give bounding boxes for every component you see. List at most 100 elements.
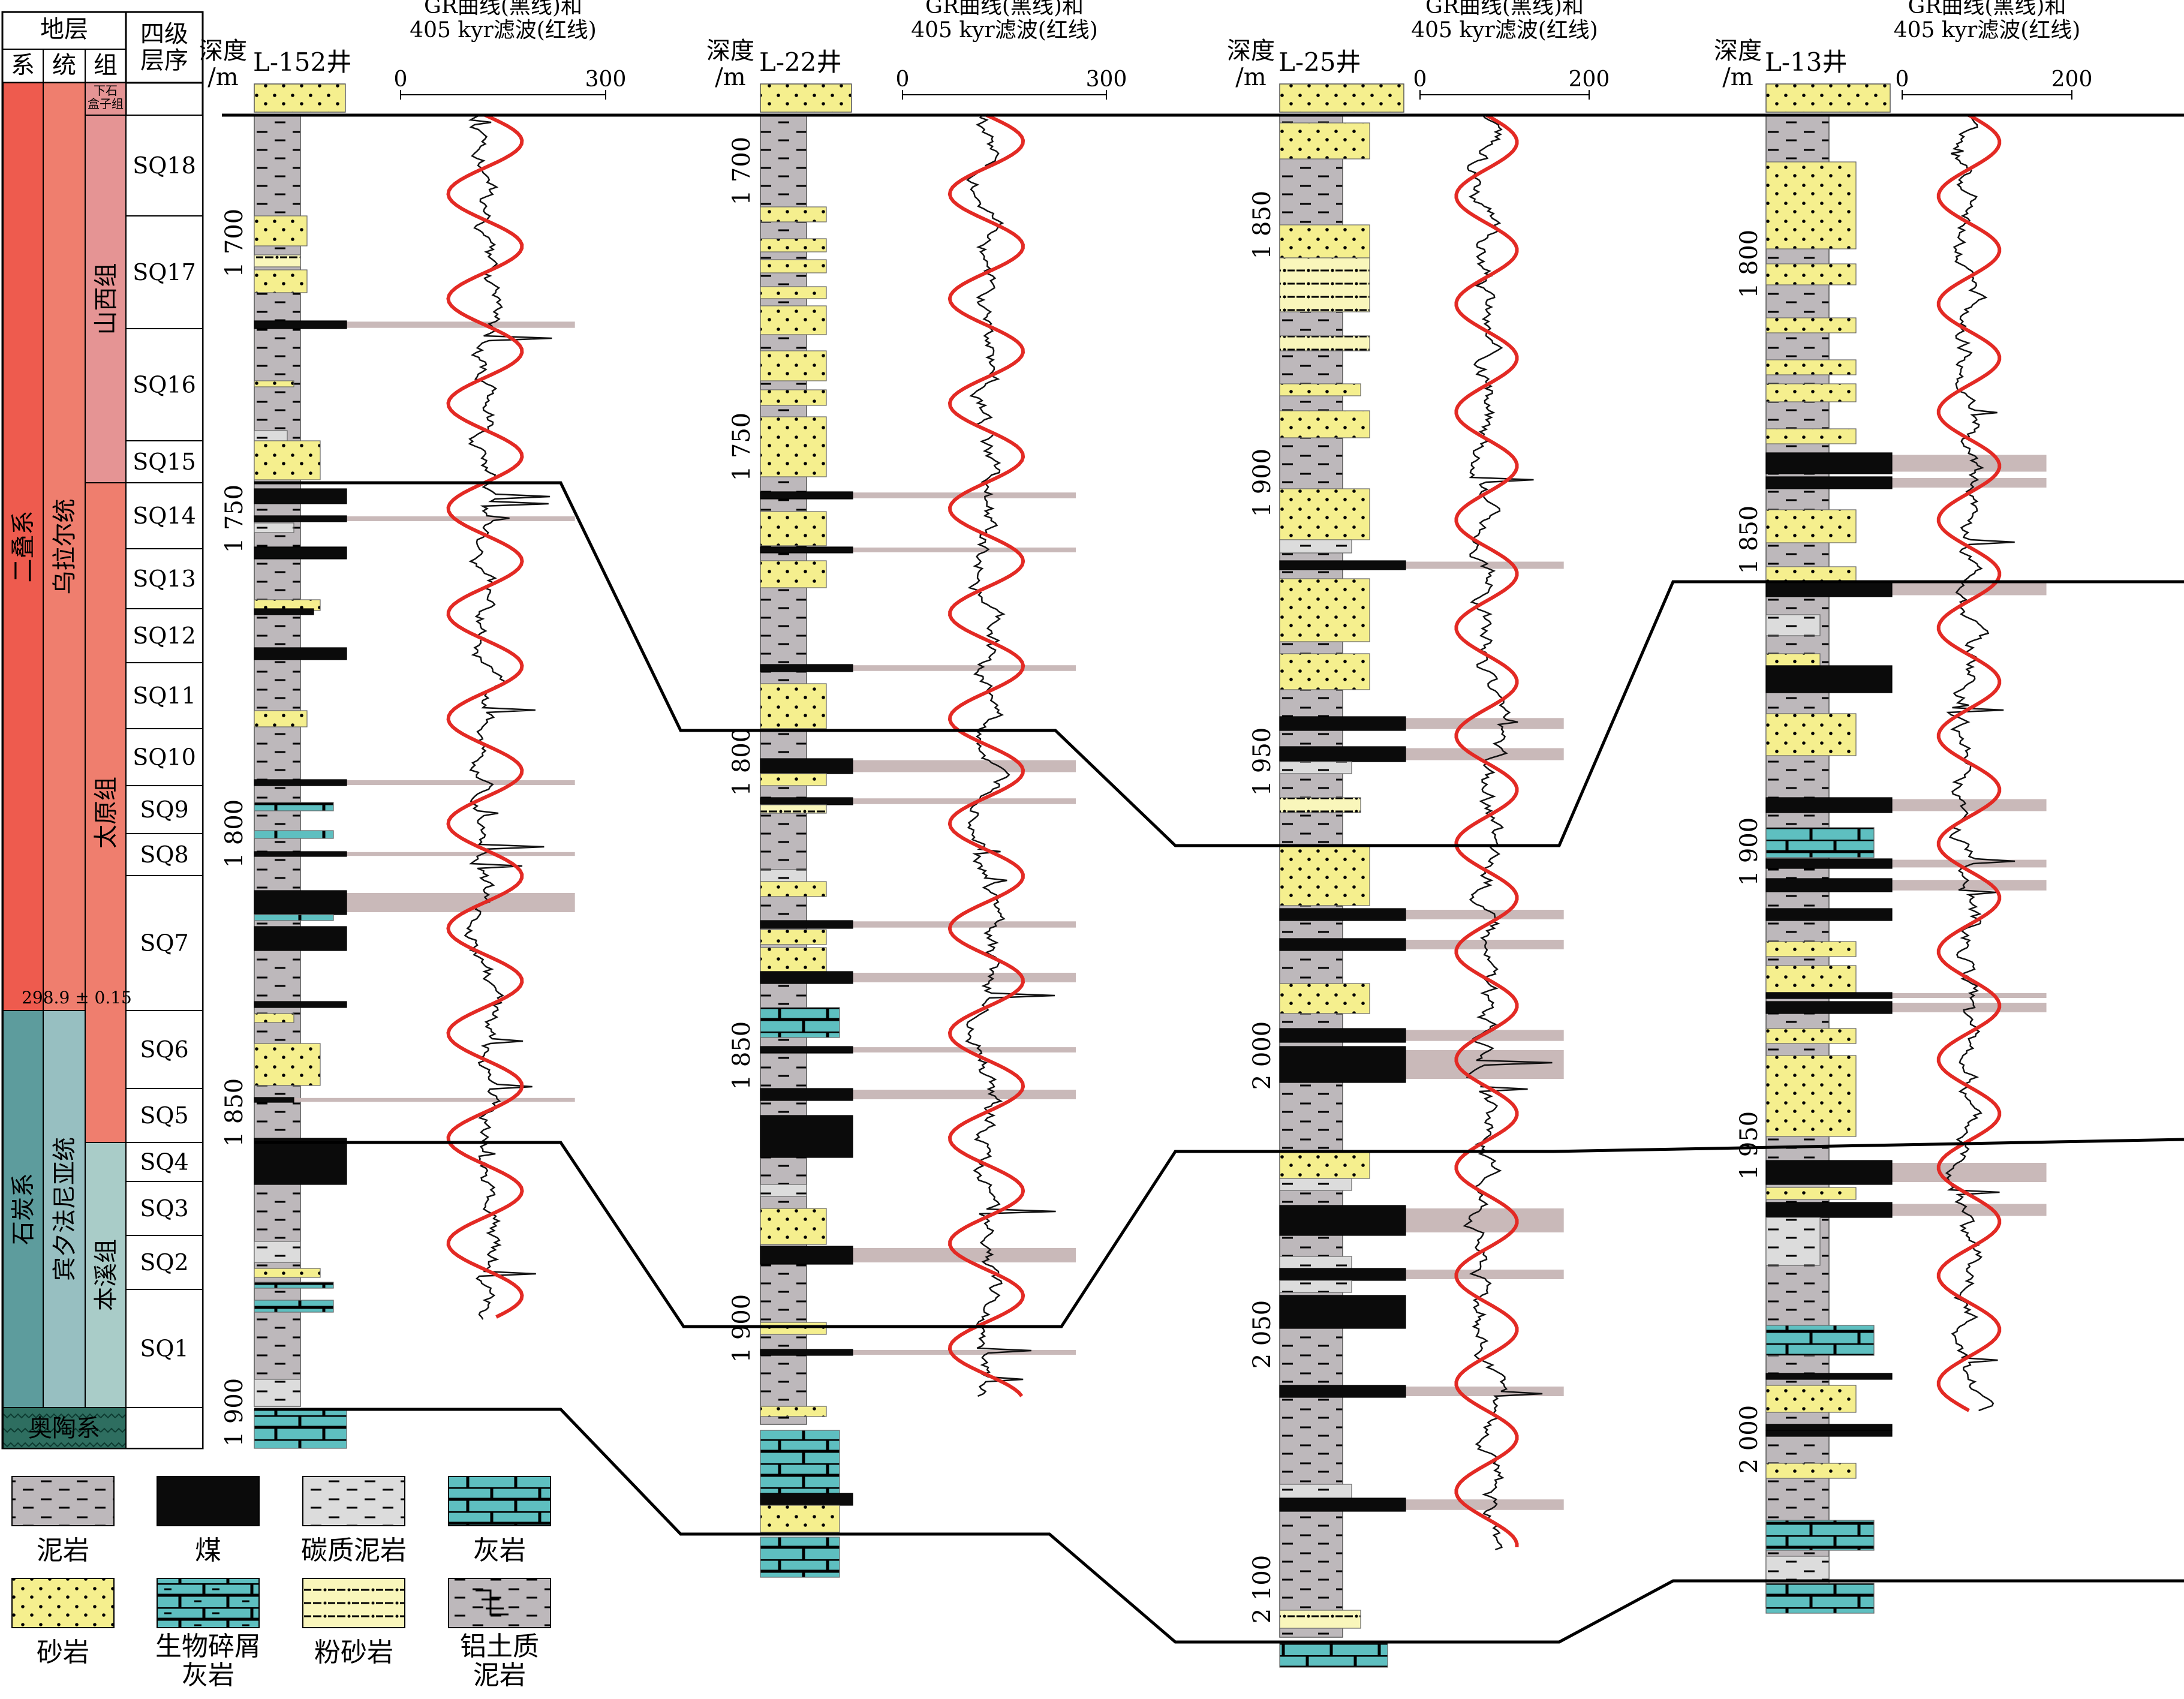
layer-coal: [254, 647, 347, 660]
well-gr-header: GR曲线(黑线)和 405 kyr滤波(红线): [1894, 0, 2081, 43]
layer-coal: [1279, 1205, 1406, 1236]
coal-band: [853, 1090, 1076, 1099]
well-depth-header: 深度/m: [199, 37, 247, 91]
sequence-label: SQ11: [133, 682, 196, 709]
correlation-line-base: [254, 1408, 2184, 1644]
correlation-line-sq15-14: [254, 481, 2184, 847]
sequence-cell: [125, 785, 203, 834]
legend-label-limestone: 灰岩: [473, 1535, 526, 1566]
coal-band: [1406, 718, 1564, 729]
layer-limestone: [1765, 827, 1875, 858]
coal-band: [1892, 583, 2047, 596]
filter-405kyr-curve: [446, 113, 524, 1319]
layer-sandstone: [254, 710, 308, 727]
depth-tick-label: 1 900: [1735, 817, 1763, 886]
layer-sandstone: [760, 350, 827, 381]
layer-limestone: [254, 914, 334, 921]
sequence-label: SQ3: [140, 1195, 188, 1222]
layer-coal: [1279, 1028, 1406, 1043]
coal-band: [1892, 1003, 2047, 1012]
sequence-label: SQ15: [133, 449, 196, 475]
gr-curve: [464, 114, 552, 1320]
depth-tick-label: 1 950: [1249, 727, 1276, 796]
layer-sandstone: [760, 1322, 827, 1335]
sequence-label: SQ1: [140, 1336, 188, 1362]
coal-band: [853, 760, 1076, 772]
depth-tick-label: 1 850: [1249, 191, 1276, 260]
layer-coal: [254, 1001, 347, 1008]
sequence-cell: [125, 1407, 203, 1449]
layer-carbonaceous_mudstone: [1765, 614, 1821, 636]
layer-coal: [254, 926, 347, 951]
coal-band: [1892, 455, 2047, 472]
depth-tick-label: 2 000: [1249, 1021, 1276, 1090]
depth-tick-label: 1 900: [728, 1294, 756, 1363]
gr-scale-max: 300: [585, 67, 627, 92]
layer-coal: [760, 1246, 853, 1265]
layer-coal: [1279, 908, 1406, 921]
layer-coal: [760, 758, 853, 774]
gr-scale-max: 200: [2051, 67, 2093, 92]
coal-band: [1406, 1387, 1564, 1396]
layer-limestone: [760, 1430, 840, 1494]
sequence-label: SQ18: [133, 152, 196, 179]
formation-label: 本溪组: [92, 1239, 120, 1311]
well-depth-header: 深度/m: [1227, 37, 1275, 91]
layer-coal: [1765, 992, 1893, 999]
layer-coal: [1765, 858, 1893, 869]
well-name: L-22井: [759, 47, 842, 77]
gr-curve: [1463, 115, 1553, 1551]
layer-coal: [254, 779, 347, 786]
layer-coal: [1765, 1424, 1893, 1431]
legend-label-coal: 煤: [195, 1535, 221, 1566]
coal-band: [853, 548, 1076, 552]
sequence-label: SQ7: [140, 930, 188, 957]
well-depth-header: 深度/m: [1714, 37, 1762, 91]
depth-tick-label: 1 900: [1249, 449, 1276, 518]
coal-band: [1892, 1204, 2047, 1216]
layer-carbonaceous_mudstone: [254, 1241, 301, 1263]
coal-band: [1892, 859, 2047, 868]
filter-405kyr-curve: [1936, 113, 2002, 1412]
layer-carbonaceous_mudstone: [1279, 1256, 1352, 1269]
layer-coal: [1279, 1046, 1406, 1083]
layer-siltstone: [1279, 257, 1370, 312]
layer-sandstone: [760, 305, 827, 335]
formation-label: 山西组: [92, 263, 120, 335]
layer-sandstone: [1765, 161, 1857, 249]
layer-sandstone: [1765, 509, 1857, 543]
layer-coal: [1765, 1430, 1893, 1437]
layer-carbonaceous_mudstone: [760, 869, 807, 882]
depth-tick-label: 1 800: [1735, 230, 1763, 299]
formation-cell: [85, 115, 127, 483]
depth-tick-label: 2 050: [1249, 1300, 1276, 1369]
legend-label-sandstone: 砂岩: [37, 1637, 89, 1668]
layer-coal: [254, 608, 314, 615]
depth-tick-label: 2 100: [1249, 1555, 1276, 1624]
sequence-label: SQ4: [140, 1149, 188, 1175]
coal-band: [1406, 748, 1564, 760]
legend-swatch-sandstone: [11, 1578, 115, 1628]
legend-swatch-limestone: [448, 1476, 551, 1526]
depth-tick-label: 1 850: [221, 1078, 248, 1147]
layer-coal: [760, 1115, 853, 1158]
coal-band: [853, 665, 1076, 671]
layer-coal: [1765, 878, 1893, 892]
layer-coal: [760, 1349, 853, 1356]
sequence-cell: [125, 662, 203, 729]
sequence-label: SQ17: [133, 259, 196, 285]
sequence-cell: [125, 1010, 203, 1089]
layer-sandstone: [1765, 1463, 1857, 1479]
gr-scale-min: 0: [1896, 67, 1909, 92]
sequence-label: SQ2: [140, 1249, 188, 1276]
sequence-label: SQ6: [140, 1036, 188, 1063]
layer-sandstone: [760, 773, 827, 786]
layer-sandstone: [1765, 359, 1857, 375]
strat-system-header: 系: [11, 52, 35, 79]
layer-sandstone: [254, 1013, 294, 1023]
filter-405kyr-curve: [1454, 113, 1519, 1547]
strat-formation-header: 组: [94, 52, 118, 79]
layer-coal: [1279, 938, 1406, 951]
layer-sandstone: [1765, 965, 1857, 993]
